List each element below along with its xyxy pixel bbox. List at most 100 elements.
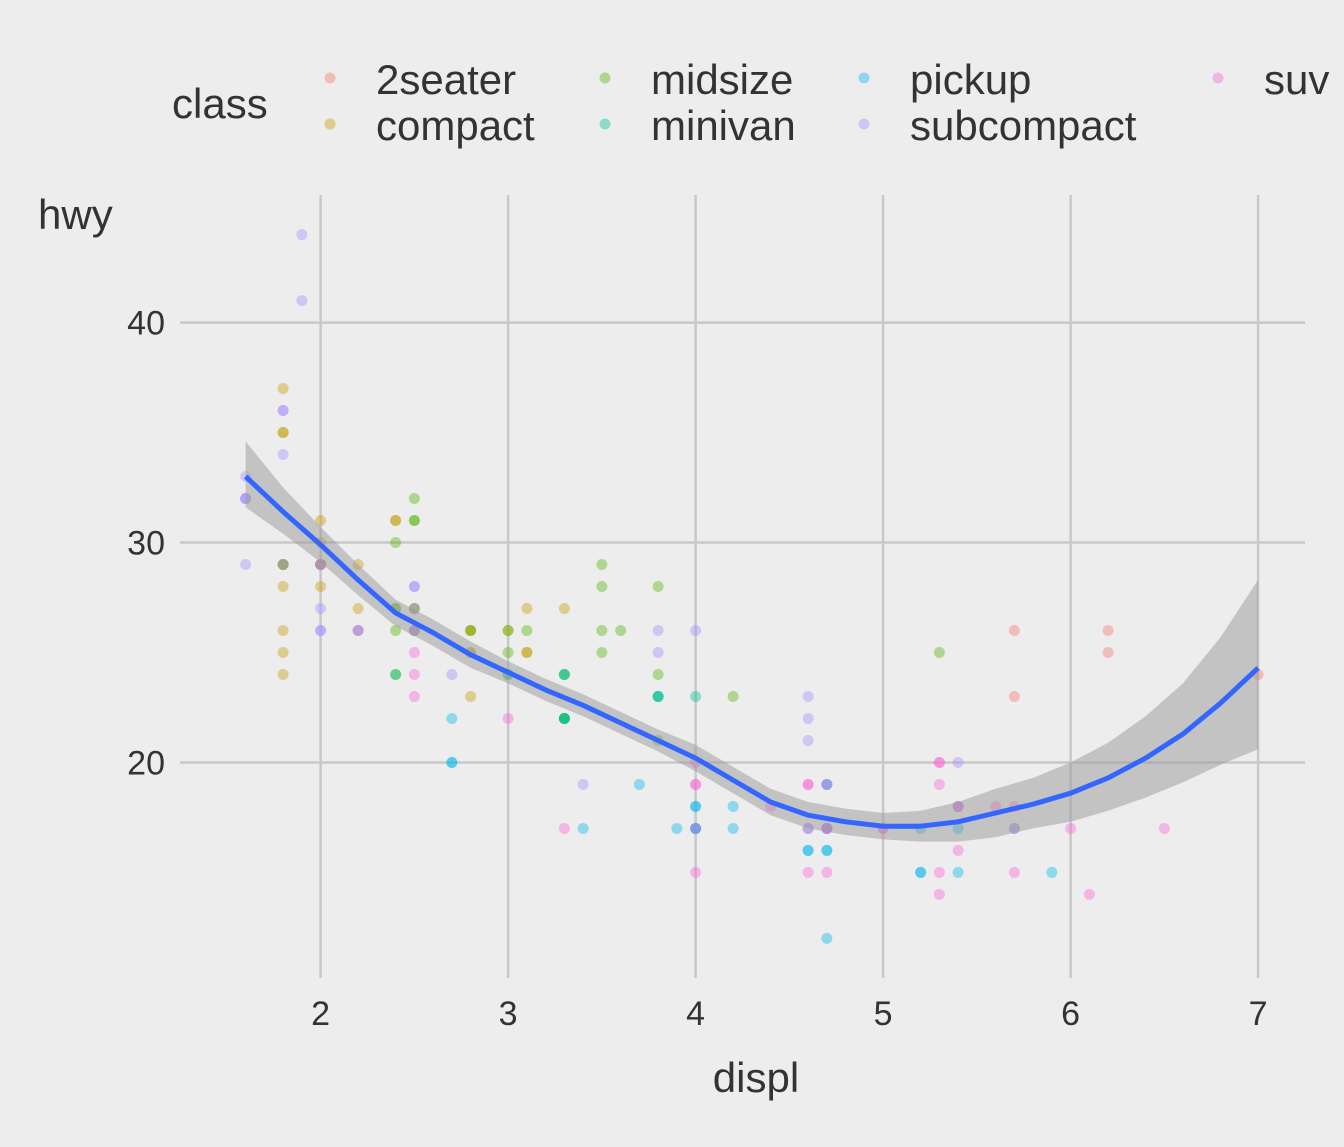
data-point-subcompact — [277, 405, 289, 417]
data-point-compact — [465, 624, 477, 636]
data-point-midsize — [615, 624, 627, 636]
data-point-suv — [690, 866, 702, 878]
legend-label-pickup: pickup — [910, 56, 1031, 103]
data-point-pickup — [821, 844, 833, 856]
legend-key-compact — [324, 118, 336, 130]
data-point-suv — [933, 888, 945, 900]
grid-lines — [180, 195, 1305, 978]
data-point-pickup — [690, 800, 702, 812]
data-point-suv — [802, 778, 814, 790]
data-point-subcompact — [240, 559, 252, 571]
data-point-2seater — [1008, 624, 1020, 636]
data-point-compact — [277, 581, 289, 592]
data-point-midsize — [727, 690, 739, 702]
legend-label-suv: suv — [1264, 56, 1329, 103]
data-point-compact — [465, 624, 477, 636]
data-point-compact — [502, 624, 514, 636]
data-point-midsize — [465, 624, 477, 636]
data-point-subcompact — [352, 624, 364, 636]
data-point-compact — [277, 646, 289, 658]
data-point-minivan — [652, 690, 664, 702]
y-tick-label: 30 — [127, 525, 165, 563]
data-point-suv — [408, 668, 420, 680]
data-point-subcompact — [577, 778, 589, 790]
data-point-pickup — [727, 822, 739, 834]
data-point-midsize — [390, 624, 402, 636]
legend-key-subcompact — [858, 118, 870, 130]
data-point-suv — [502, 712, 514, 724]
data-point-suv — [802, 866, 814, 878]
smooth-layer — [243, 441, 1260, 842]
data-point-midsize — [502, 646, 514, 658]
data-point-subcompact — [952, 756, 964, 768]
data-point-pickup — [671, 822, 683, 834]
data-point-subcompact — [277, 449, 289, 461]
data-point-midsize — [652, 668, 664, 680]
data-point-compact — [277, 427, 289, 439]
data-point-compact — [277, 624, 289, 636]
data-point-subcompact — [296, 295, 308, 307]
legend-label-2seater: 2seater — [376, 56, 516, 103]
data-point-2seater — [1102, 624, 1114, 636]
data-point-suv — [821, 866, 833, 878]
data-point-suv — [933, 866, 945, 878]
data-point-subcompact — [802, 712, 814, 724]
data-point-compact — [277, 383, 289, 395]
legend-key-midsize — [599, 72, 611, 84]
data-point-minivan — [558, 712, 570, 724]
data-point-subcompact — [652, 646, 664, 658]
data-point-suv — [408, 646, 420, 658]
data-point-midsize — [390, 668, 402, 680]
legend-label-compact: compact — [376, 102, 535, 149]
data-point-compact — [352, 624, 364, 636]
data-point-midsize — [521, 624, 533, 636]
data-point-pickup — [821, 844, 833, 856]
data-point-midsize — [596, 581, 608, 592]
data-point-suv — [1065, 822, 1077, 834]
data-point-pickup — [690, 822, 702, 834]
x-axis-label: displ — [713, 1054, 799, 1101]
data-point-suv — [1083, 888, 1095, 900]
data-point-pickup — [446, 756, 458, 768]
data-point-minivan — [652, 690, 664, 702]
data-point-suv — [408, 690, 420, 702]
y-tick-label: 20 — [127, 744, 165, 782]
data-point-subcompact — [690, 624, 702, 636]
legend-label-midsize: midsize — [651, 56, 793, 103]
y-axis-label: hwy — [38, 191, 113, 238]
legend-key-2seater — [324, 72, 336, 84]
data-point-compact — [521, 646, 533, 658]
data-point-compact — [390, 515, 402, 527]
data-point-subcompact — [408, 581, 420, 592]
data-point-compact — [521, 602, 533, 614]
data-point-compact — [521, 646, 533, 658]
data-point-suv — [952, 844, 964, 856]
data-point-compact — [315, 581, 327, 592]
data-point-pickup — [821, 778, 833, 790]
data-point-compact — [277, 427, 289, 439]
data-point-compact — [277, 559, 289, 571]
data-point-minivan — [390, 668, 402, 680]
x-tick-label: 2 — [311, 995, 330, 1033]
data-point-subcompact — [315, 624, 327, 636]
data-point-pickup — [952, 866, 964, 878]
data-point-compact — [315, 515, 327, 527]
data-point-suv — [690, 822, 702, 834]
legend-key-suv — [1212, 72, 1224, 84]
data-point-pickup — [577, 822, 589, 834]
data-point-subcompact — [446, 668, 458, 680]
x-tick-label: 6 — [1061, 995, 1080, 1033]
data-point-minivan — [558, 668, 570, 680]
data-point-midsize — [933, 646, 945, 658]
data-point-midsize — [408, 515, 420, 527]
data-point-compact — [390, 515, 402, 527]
axis-tick-labels: 2 3 4 5 6 7 20 30 40 — [127, 305, 1267, 1033]
data-point-subcompact — [652, 624, 664, 636]
x-tick-label: 5 — [874, 995, 893, 1033]
data-point-midsize — [390, 537, 402, 549]
data-point-suv — [821, 778, 833, 790]
data-point-midsize — [558, 712, 570, 724]
